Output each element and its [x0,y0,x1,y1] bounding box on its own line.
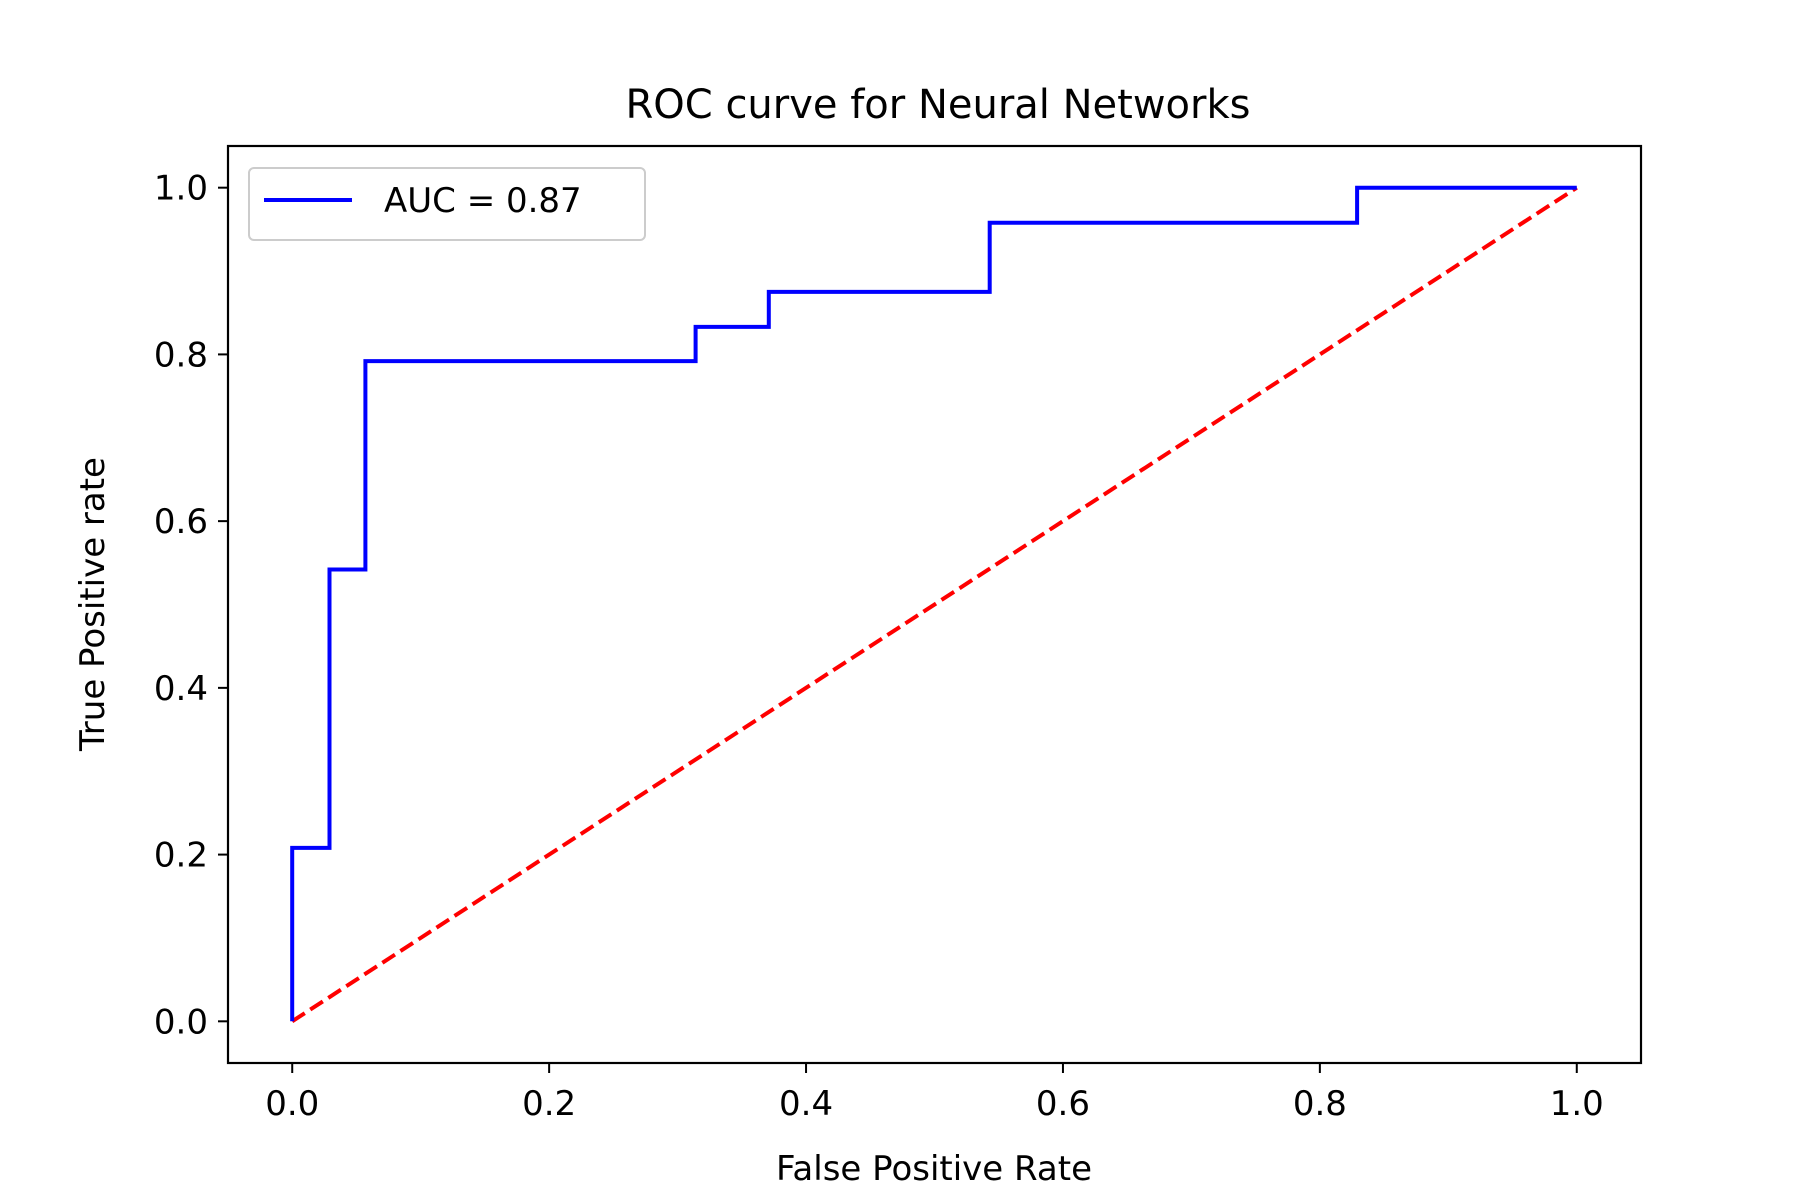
x-tick-label: 0.6 [1036,1084,1090,1124]
x-tick-label: 1.0 [1550,1084,1604,1124]
x-tick-label: 0.0 [265,1084,319,1124]
plot-area [290,185,1578,1023]
chart-title: ROC curve for Neural Networks [626,82,1251,128]
y-tick-label: 0.8 [154,335,208,375]
legend: AUC = 0.87 [248,167,646,241]
chance-diagonal-line [291,186,1578,1023]
roc-curve-line [290,185,1577,1022]
x-tick-label: 0.8 [1293,1084,1347,1124]
y-tick-label: 0.0 [154,1002,208,1042]
y-tick-label: 0.4 [154,669,208,709]
x-tick-label: 0.4 [779,1084,833,1124]
legend-box [248,167,646,241]
y-tick-label: 1.0 [154,169,208,209]
axes-frame [226,144,1643,1065]
legend-label-auc: AUC = 0.87 [384,181,582,221]
y-tick-label: 0.6 [154,502,208,542]
x-axis-label: False Positive Rate [776,1149,1092,1189]
x-tick-label: 0.2 [522,1084,576,1124]
y-tick-label: 0.2 [154,836,208,876]
axis-ticks: 0.0 0.2 0.4 0.6 0.8 1.0 0.0 0.2 0.4 0.6 0.8 1.0 [154,169,1604,1124]
y-axis-label: True Positive rate [73,457,113,752]
